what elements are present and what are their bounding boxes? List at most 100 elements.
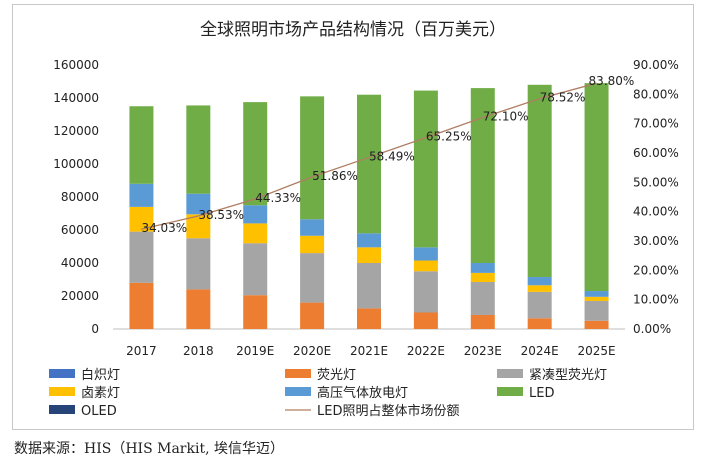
bar-segment bbox=[129, 282, 154, 329]
bar-segment bbox=[129, 183, 154, 207]
x-tick-label: 2023E bbox=[464, 344, 502, 358]
bar-segment bbox=[413, 247, 438, 261]
y2-tick-label: 10.00% bbox=[633, 293, 679, 307]
bar-segment bbox=[357, 233, 381, 248]
legend-swatch bbox=[285, 387, 311, 396]
bar-segment bbox=[470, 314, 495, 329]
legend-label: 荧光灯 bbox=[317, 368, 356, 383]
bar-segment bbox=[243, 102, 268, 206]
legend-label: 高压气体放电灯 bbox=[317, 385, 408, 401]
share-line bbox=[141, 82, 597, 230]
bar-segment bbox=[584, 320, 609, 329]
share-data-label: 34.03% bbox=[141, 221, 187, 235]
legend-swatch bbox=[49, 405, 75, 414]
bar-segment bbox=[470, 263, 495, 273]
share-data-label: 44.33% bbox=[255, 191, 301, 205]
bar-segment bbox=[186, 214, 211, 239]
share-data-label: 72.10% bbox=[483, 110, 529, 124]
bar-segment bbox=[413, 90, 438, 248]
y-tick-label: 160000 bbox=[53, 58, 99, 72]
bar-segment bbox=[413, 312, 438, 329]
y2-tick-label: 0.00% bbox=[633, 322, 671, 336]
legend-label: 紧凑型荧光灯 bbox=[529, 368, 607, 383]
bar-segment bbox=[584, 83, 609, 292]
share-data-label: 83.80% bbox=[589, 74, 635, 88]
legend-label: 卤素灯 bbox=[81, 385, 120, 401]
share-data-label: 38.53% bbox=[198, 208, 244, 222]
y2-tick-label: 80.00% bbox=[633, 87, 679, 101]
share-line-group: 34.03% 38.53% 44.33% 51.86% 58.49% 65.25% 72.1… bbox=[141, 74, 634, 235]
bar-segment bbox=[129, 106, 154, 184]
bar-segment bbox=[584, 296, 609, 301]
chart-svg: 全球照明市场产品结构情况（百万美元） 0 20000 40000 60000 80000… bbox=[49, 20, 679, 419]
y-tick-label: 120000 bbox=[53, 124, 99, 138]
bar-segment bbox=[300, 253, 325, 303]
y2-tick-label: 40.00% bbox=[633, 205, 679, 219]
bar-segment bbox=[129, 231, 154, 283]
bar-segment bbox=[357, 247, 381, 263]
y-tick-label: 20000 bbox=[61, 289, 99, 303]
share-data-label: 58.49% bbox=[369, 149, 415, 163]
bar-segment bbox=[300, 302, 325, 329]
bar-segment bbox=[527, 291, 552, 319]
bar-segment bbox=[357, 94, 381, 234]
share-data-label: 65.25% bbox=[426, 130, 472, 144]
y2-tick-label: 90.00% bbox=[633, 58, 679, 72]
bar-segment bbox=[584, 291, 609, 297]
share-data-label: 78.52% bbox=[540, 91, 586, 105]
share-data-label: 51.86% bbox=[312, 169, 358, 183]
legend-swatch bbox=[497, 387, 523, 396]
bar-segment bbox=[186, 238, 211, 290]
y2-tick-label: 20.00% bbox=[633, 263, 679, 277]
legend-swatch bbox=[285, 369, 311, 378]
bar-segment bbox=[470, 272, 495, 282]
bar-segment bbox=[186, 105, 211, 194]
y2-tick-label: 70.00% bbox=[633, 117, 679, 131]
bar-segment bbox=[300, 96, 325, 220]
chart-frame: 全球照明市场产品结构情况（百万美元） 0 20000 40000 60000 80000… bbox=[12, 4, 694, 430]
x-tick-label: 2019E bbox=[236, 344, 274, 358]
bar-segment bbox=[527, 285, 552, 292]
bar-segment bbox=[243, 243, 268, 296]
bar-segment bbox=[186, 193, 211, 215]
x-tick-label: 2017 bbox=[126, 344, 157, 358]
x-tick-label: 2018 bbox=[183, 344, 214, 358]
bar-stack-group bbox=[129, 83, 609, 329]
y2-tick-label: 30.00% bbox=[633, 234, 679, 248]
y-tick-label: 140000 bbox=[53, 91, 99, 105]
bar-segment bbox=[300, 219, 325, 236]
x-tick-label: 2022E bbox=[407, 344, 445, 358]
x-tick-label: 2024E bbox=[521, 344, 559, 358]
bar-segment bbox=[300, 235, 325, 254]
axes: 0 20000 40000 60000 80000 100000 120000 140000 1… bbox=[53, 58, 679, 358]
y-tick-label: 80000 bbox=[61, 190, 99, 204]
y2-tick-label: 50.00% bbox=[633, 175, 679, 189]
source-note: 数据来源：HIS（HIS Markit, 埃信华迈） bbox=[14, 441, 284, 457]
y-tick-label: 60000 bbox=[61, 223, 99, 237]
x-tick-label: 2025E bbox=[577, 344, 615, 358]
bar-segment bbox=[357, 308, 381, 329]
bar-segment bbox=[243, 295, 268, 329]
y-tick-label: 40000 bbox=[61, 256, 99, 270]
bar-segment bbox=[413, 260, 438, 272]
x-tick-label: 2020E bbox=[293, 344, 331, 358]
y-tick-label: 0 bbox=[91, 322, 99, 336]
bar-segment bbox=[357, 263, 381, 309]
legend-label: LED照明占整体市场份额 bbox=[317, 403, 459, 419]
bar-segment bbox=[527, 277, 552, 286]
legend-swatch bbox=[49, 387, 75, 396]
bar-segment bbox=[527, 84, 552, 278]
y-tick-label: 100000 bbox=[53, 157, 99, 171]
legend-swatch bbox=[497, 369, 523, 378]
bar-segment bbox=[186, 289, 211, 329]
legend-label: 白炽灯 bbox=[81, 367, 120, 383]
chart-title: 全球照明市场产品结构情况（百万美元） bbox=[200, 20, 506, 40]
bar-segment bbox=[584, 300, 609, 321]
bar-segment bbox=[243, 205, 268, 224]
legend-label: LED bbox=[529, 386, 554, 401]
bar-segment bbox=[470, 281, 495, 315]
bar-segment bbox=[413, 271, 438, 313]
bar-segment bbox=[243, 223, 268, 244]
y2-tick-label: 60.00% bbox=[633, 146, 679, 160]
